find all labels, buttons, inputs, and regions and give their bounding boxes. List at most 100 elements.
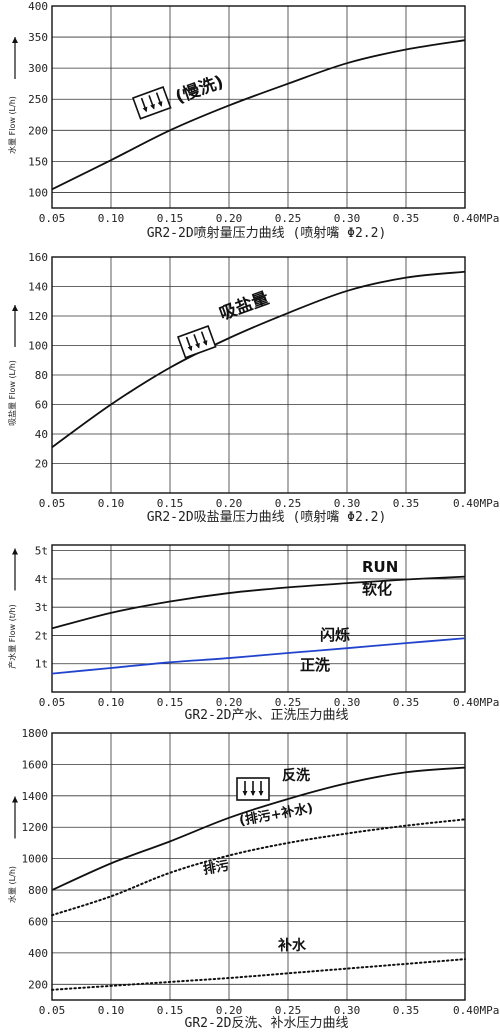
y-tick-label: 100 — [28, 340, 48, 353]
x-tick-label: 0.25 — [275, 1004, 302, 1017]
x-tick-label: 0.05 — [39, 497, 66, 510]
x-tick-label: 0.15 — [157, 497, 184, 510]
x-tick-label: 0.40MPa — [453, 1004, 499, 1017]
x-tick-label: 0.05 — [39, 1004, 66, 1017]
chart-4: 0.05 0.10 0.15 0.20 0.25 0.30 0.35 0.40MPa 200 40… — [7, 727, 499, 1031]
series-line-1 — [51, 575, 466, 630]
chart-3: 0.05 0.10 0.15 0.20 0.25 0.30 0.35 0.40MPa 1t 2t 3… — [7, 544, 499, 723]
y-tick-label: 80 — [35, 369, 48, 382]
x-tick-label: 0.20 — [216, 696, 243, 709]
valve-icon — [176, 325, 217, 359]
x-tick-label: 0.20 — [216, 212, 243, 225]
x-tick-label: 0.30 — [334, 1004, 361, 1017]
x-tick-label: 0.35 — [393, 696, 420, 709]
y-axis-label: 水量 (L/h) — [7, 866, 17, 903]
y-tick-label: 350 — [28, 31, 48, 44]
annotation-label: (排污+补水) — [238, 800, 314, 829]
y-tick-label: 4t — [35, 573, 48, 586]
valve-icon — [236, 777, 270, 801]
y-tick-label: 1200 — [22, 821, 49, 834]
series-line-2 — [51, 818, 466, 917]
y-tick-label: 1800 — [22, 727, 49, 740]
annotation-label: 反洗 — [282, 767, 310, 784]
y-tick-label: 40 — [35, 428, 48, 441]
x-tick-label: 0.20 — [216, 1004, 243, 1017]
y-tick-label: 400 — [28, 0, 48, 13]
x-tick-label: 0.15 — [157, 212, 184, 225]
annotation-label: RUN — [362, 558, 398, 576]
x-tick-label: 0.30 — [334, 497, 361, 510]
y-axis-label: 产水量 Flow (t/h) — [7, 604, 17, 669]
y-tick-label: 5t — [35, 545, 48, 558]
y-tick-label: 200 — [28, 124, 48, 137]
chart-1: 0.05 0.10 0.15 0.20 0.25 0.30 0.35 0.40MPa 100 15… — [7, 0, 499, 241]
x-tick-label: 0.35 — [393, 212, 420, 225]
y-tick-label: 800 — [28, 884, 48, 897]
chart-title: GR2-2D吸盐量压力曲线 (喷射嘴 Φ2.2) — [147, 509, 387, 525]
x-tick-label: 0.15 — [157, 696, 184, 709]
x-tick-label: 0.25 — [275, 696, 302, 709]
annotation-label: 吸盐量 — [217, 288, 272, 325]
y-tick-label: 250 — [28, 93, 48, 106]
series-line-2 — [51, 637, 466, 675]
x-tick-label: 0.40MPa — [453, 696, 499, 709]
x-tick-label: 0.05 — [39, 696, 66, 709]
y-tick-label: 3t — [35, 601, 48, 614]
annotation-label: 补水 — [277, 937, 307, 954]
y-axis-arrowhead — [12, 548, 18, 555]
y-tick-label: 1400 — [22, 790, 49, 803]
series-line-1 — [51, 39, 466, 191]
plot-frame — [51, 544, 466, 693]
y-axis-label: 水量 Flow (L/h) — [7, 96, 17, 154]
chart-2: 0.05 0.10 0.15 0.20 0.25 0.30 0.35 0.40MPa 20 40 6… — [7, 251, 499, 525]
series-line-1 — [51, 766, 466, 891]
chart-title: GR2-2D反洗、补水压力曲线 — [185, 1016, 349, 1031]
annotation-label: 软化 — [362, 580, 392, 598]
plot-frame — [51, 256, 466, 494]
x-tick-label: 0.10 — [98, 1004, 125, 1017]
x-tick-label: 0.25 — [275, 212, 302, 225]
x-tick-label: 0.10 — [98, 497, 125, 510]
annotation-label: (慢洗) — [173, 71, 227, 108]
annotation-label: 闪烁 — [320, 626, 350, 644]
y-tick-label: 600 — [28, 915, 48, 928]
y-tick-label: 200 — [28, 978, 48, 991]
plot-frame — [51, 5, 466, 209]
y-axis-arrowhead — [12, 305, 18, 311]
chart-title: GR2-2D产水、正洗压力曲线 — [185, 708, 349, 723]
y-tick-label: 400 — [28, 947, 48, 960]
y-axis-label: 吸盐量 Flow (L/h) — [7, 360, 17, 426]
x-tick-label: 0.15 — [157, 1004, 184, 1017]
series-line-3 — [51, 958, 466, 991]
x-tick-label: 0.10 — [98, 212, 125, 225]
valve-icon — [131, 86, 172, 120]
y-tick-label: 140 — [28, 281, 48, 294]
y-tick-label: 1t — [35, 658, 48, 671]
x-tick-label: 0.05 — [39, 212, 66, 225]
x-tick-label: 0.35 — [393, 1004, 420, 1017]
x-tick-label: 0.40MPa — [453, 497, 499, 510]
x-tick-label: 0.10 — [98, 696, 125, 709]
chart-title: GR2-2D喷射量压力曲线 (喷射嘴 Φ2.2) — [147, 225, 387, 241]
y-tick-label: 150 — [28, 155, 48, 168]
y-tick-label: 1000 — [22, 853, 49, 866]
x-tick-label: 0.25 — [275, 497, 302, 510]
x-tick-label: 0.30 — [334, 696, 361, 709]
y-tick-label: 1600 — [22, 758, 49, 771]
x-tick-label: 0.35 — [393, 497, 420, 510]
x-tick-label: 0.40MPa — [453, 212, 499, 225]
plot-frame — [51, 732, 466, 1001]
y-tick-label: 20 — [35, 458, 48, 471]
annotation-label: 排污 — [202, 858, 230, 878]
y-axis-arrowhead — [12, 796, 18, 803]
y-tick-label: 2t — [35, 629, 48, 642]
y-tick-label: 120 — [28, 310, 48, 323]
y-tick-label: 160 — [28, 251, 48, 264]
x-tick-label: 0.20 — [216, 497, 243, 510]
y-tick-label: 300 — [28, 62, 48, 75]
annotation-label: 正洗 — [300, 656, 330, 674]
series-line-1 — [51, 270, 466, 449]
x-tick-label: 0.30 — [334, 212, 361, 225]
y-tick-label: 100 — [28, 186, 48, 199]
